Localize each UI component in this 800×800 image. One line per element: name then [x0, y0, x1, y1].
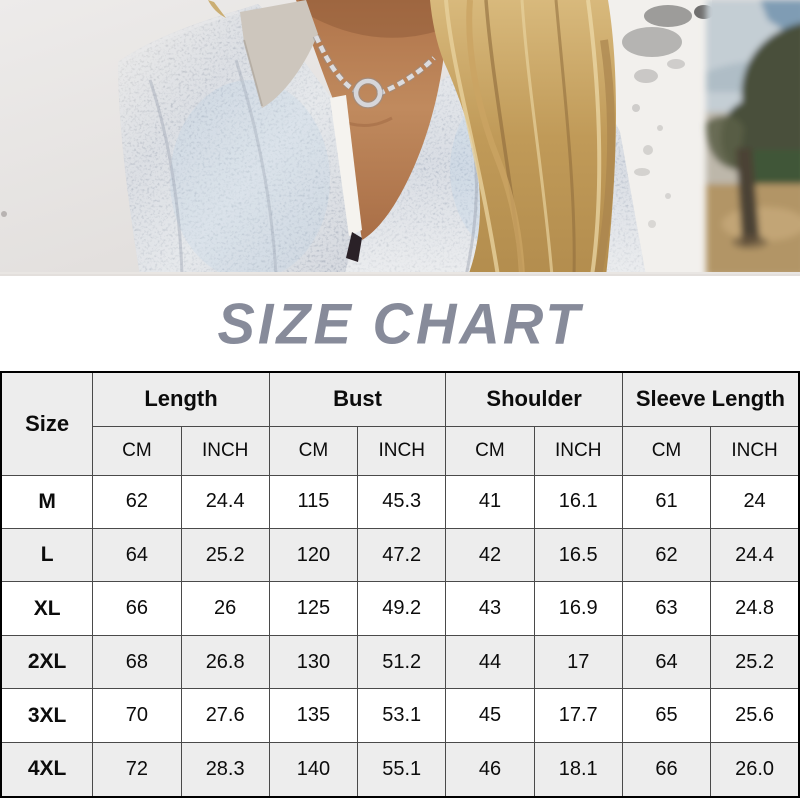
size-cell: M: [0, 474, 94, 529]
col-header-shoulder: Shoulder: [445, 371, 623, 427]
table-row: M 62 24.4 115 45.3 41 16.1 61 24: [0, 474, 800, 529]
measurement-cell: 18.1: [533, 741, 623, 798]
measurement-cell: 24.4: [180, 474, 270, 529]
unit-header-inch: INCH: [533, 425, 623, 476]
measurement-cell: 43: [445, 581, 535, 636]
table-row: 3XL 70 27.6 135 53.1 45 17.7 65 25.6: [0, 688, 800, 743]
size-cell: 4XL: [0, 741, 94, 798]
measurement-cell: 47.2: [357, 527, 447, 583]
measurement-cell: 70: [92, 688, 182, 743]
measurement-cell: 45.3: [357, 474, 447, 529]
measurement-cell: 46: [445, 741, 535, 798]
measurement-cell: 64: [621, 634, 712, 690]
model-photo: [0, 0, 800, 276]
chin-shadow: [299, 0, 447, 38]
measurement-cell: 51.2: [357, 634, 447, 690]
measurement-cell: 26: [180, 581, 270, 636]
measurement-cell: 66: [621, 741, 712, 798]
size-cell: 3XL: [0, 688, 94, 743]
unit-header-cm: CM: [621, 425, 712, 476]
measurement-cell: 66: [92, 581, 182, 636]
measurement-cell: 16.5: [533, 527, 623, 583]
measurement-cell: 41: [445, 474, 535, 529]
measurement-cell: 42: [445, 527, 535, 583]
measurement-cell: 135: [268, 688, 359, 743]
shirt-left-panel: [118, 4, 356, 274]
neckline-gap: [346, 232, 362, 262]
measurement-cell: 17.7: [533, 688, 623, 743]
measurement-cell: 25.6: [710, 688, 800, 743]
table-row: L 64 25.2 120 47.2 42 16.5 62 24.4: [0, 527, 800, 583]
measurement-cell: 16.1: [533, 474, 623, 529]
measurement-cell: 125: [268, 581, 359, 636]
col-header-bust: Bust: [268, 371, 447, 427]
size-cell: 2XL: [0, 634, 94, 690]
measurement-cell: 26.0: [710, 741, 800, 798]
shirt-placket: [330, 95, 362, 236]
measurement-cell: 16.9: [533, 581, 623, 636]
measurement-cell: 63: [621, 581, 712, 636]
col-header-sleeve-length: Sleeve Length: [621, 371, 800, 427]
unit-header-cm: CM: [92, 425, 182, 476]
model-photo-illustration: [0, 0, 800, 274]
model-hair: [208, 0, 616, 274]
measurement-cell: 140: [268, 741, 359, 798]
measurement-cell: 65: [621, 688, 712, 743]
measurement-cell: 26.8: [180, 634, 270, 690]
table-row: 2XL 68 26.8 130 51.2 44 17 64 25.2: [0, 634, 800, 690]
unit-header-inch: INCH: [710, 425, 800, 476]
size-cell: L: [0, 527, 94, 583]
measurement-cell: 28.3: [180, 741, 270, 798]
measurement-cell: 53.1: [357, 688, 447, 743]
measurement-cell: 130: [268, 634, 359, 690]
title-band: SIZE CHART: [0, 276, 800, 371]
measurement-cell: 115: [268, 474, 359, 529]
table-row: 4XL 72 28.3 140 55.1 46 18.1 66 26.0: [0, 741, 800, 798]
model: [118, 0, 646, 274]
measurement-cell: 45: [445, 688, 535, 743]
measurement-cell: 64: [92, 527, 182, 583]
measurement-cell: 68: [92, 634, 182, 690]
measurement-cell: 25.2: [710, 634, 800, 690]
measurement-cell: 27.6: [180, 688, 270, 743]
size-chart-table: Size Length Bust Shoulder Sleeve Length …: [0, 371, 800, 798]
measurement-cell: 61: [621, 474, 712, 529]
measurement-cell: 17: [533, 634, 623, 690]
table-header-row: Size Length Bust Shoulder Sleeve Length: [0, 371, 800, 476]
measurement-cell: 44: [445, 634, 535, 690]
measurement-cell: 24: [710, 474, 800, 529]
outdoor-scene: [705, 0, 800, 274]
measurement-cell: 72: [92, 741, 182, 798]
measurement-cell: 24.4: [710, 527, 800, 583]
chain-necklace: [312, 34, 437, 109]
measurement-cell: 62: [621, 527, 712, 583]
measurement-cell: 55.1: [357, 741, 447, 798]
col-header-size: Size: [0, 371, 94, 476]
measurement-cell: 49.2: [357, 581, 447, 636]
measurement-cell: 25.2: [180, 527, 270, 583]
col-header-length: Length: [92, 371, 270, 427]
unit-header-inch: INCH: [180, 425, 270, 476]
photo-bottom-edge: [0, 272, 800, 274]
shirt-collar: [240, 0, 318, 108]
size-chart-title: SIZE CHART: [217, 291, 583, 356]
table-unit-row: CM INCH CM INCH CM INCH CM INCH: [1, 425, 800, 476]
table-row: XL 66 26 125 49.2 43 16.9 63 24.8: [0, 581, 800, 636]
size-cell: XL: [0, 581, 94, 636]
measurement-cell: 62: [92, 474, 182, 529]
measurement-cell: 120: [268, 527, 359, 583]
unit-header-inch: INCH: [357, 425, 447, 476]
unit-header-cm: CM: [268, 425, 359, 476]
size-table-wrap: Size Length Bust Shoulder Sleeve Length …: [0, 371, 800, 800]
unit-header-cm: CM: [445, 425, 535, 476]
hair-wisp: [208, 0, 226, 18]
measurement-cell: 24.8: [710, 581, 800, 636]
